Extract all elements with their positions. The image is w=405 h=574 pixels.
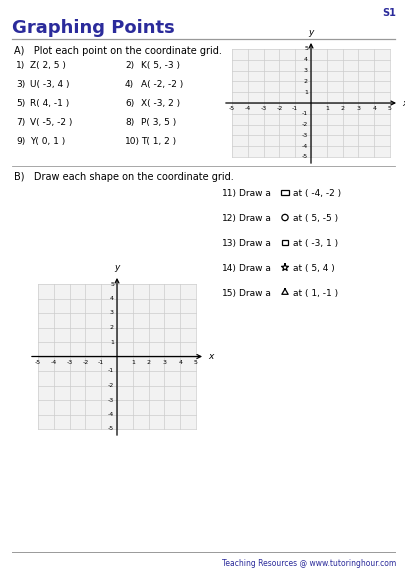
Text: 4: 4 xyxy=(178,359,182,364)
Text: P( 3, 5 ): P( 3, 5 ) xyxy=(141,118,176,127)
Text: -2: -2 xyxy=(108,383,114,388)
Text: Draw a: Draw a xyxy=(239,214,271,223)
Text: -4: -4 xyxy=(245,106,251,111)
Text: 15): 15) xyxy=(222,289,237,298)
Text: 5: 5 xyxy=(388,106,392,111)
Text: -5: -5 xyxy=(35,359,41,364)
Text: x: x xyxy=(208,352,213,361)
Bar xyxy=(282,239,288,246)
Text: 4: 4 xyxy=(304,57,308,63)
Text: 1: 1 xyxy=(325,106,329,111)
Text: 13): 13) xyxy=(222,239,237,248)
Text: 1: 1 xyxy=(110,339,114,344)
Bar xyxy=(281,190,289,195)
Text: -1: -1 xyxy=(302,111,308,117)
Text: S1: S1 xyxy=(382,8,396,18)
Text: Draw a: Draw a xyxy=(239,289,271,298)
Text: 9): 9) xyxy=(16,137,25,146)
Text: A( -2, -2 ): A( -2, -2 ) xyxy=(141,80,183,89)
Text: 3: 3 xyxy=(356,106,360,111)
Text: U( -3, 4 ): U( -3, 4 ) xyxy=(30,80,70,89)
Text: at ( 5, 4 ): at ( 5, 4 ) xyxy=(293,264,335,273)
Text: 8): 8) xyxy=(125,118,134,127)
Text: B)   Draw each shape on the coordinate grid.: B) Draw each shape on the coordinate gri… xyxy=(14,172,234,182)
Text: at ( -3, 1 ): at ( -3, 1 ) xyxy=(293,239,338,248)
Text: 4): 4) xyxy=(125,80,134,89)
Text: 1: 1 xyxy=(304,90,308,95)
Text: -5: -5 xyxy=(229,106,235,111)
Text: 5): 5) xyxy=(16,99,25,108)
Text: at ( 1, -1 ): at ( 1, -1 ) xyxy=(293,289,338,298)
Text: -4: -4 xyxy=(108,412,114,417)
Text: 3): 3) xyxy=(16,80,25,89)
Text: 2): 2) xyxy=(125,61,134,70)
Text: 11): 11) xyxy=(222,189,237,198)
Text: -5: -5 xyxy=(108,426,114,432)
Text: -2: -2 xyxy=(302,122,308,127)
Text: Teaching Resources @ www.tutoringhour.com: Teaching Resources @ www.tutoringhour.co… xyxy=(222,559,396,568)
Text: y: y xyxy=(308,28,314,37)
Text: -3: -3 xyxy=(302,133,308,138)
Text: 2: 2 xyxy=(341,106,345,111)
Text: Draw a: Draw a xyxy=(239,264,271,273)
Text: 1): 1) xyxy=(16,61,25,70)
Text: -2: -2 xyxy=(82,359,89,364)
Text: K( 5, -3 ): K( 5, -3 ) xyxy=(141,61,180,70)
Text: X( -3, 2 ): X( -3, 2 ) xyxy=(141,99,180,108)
Text: -1: -1 xyxy=(98,359,104,364)
Text: -4: -4 xyxy=(51,359,57,364)
Text: -3: -3 xyxy=(260,106,267,111)
Text: at ( -4, -2 ): at ( -4, -2 ) xyxy=(293,189,341,198)
Text: -5: -5 xyxy=(302,154,308,160)
Text: A)   Plot each point on the coordinate grid.: A) Plot each point on the coordinate gri… xyxy=(14,46,222,56)
Bar xyxy=(38,284,196,429)
Text: Draw a: Draw a xyxy=(239,189,271,198)
Text: -1: -1 xyxy=(108,369,114,374)
Text: 3: 3 xyxy=(162,359,166,364)
Text: 12): 12) xyxy=(222,214,237,223)
Text: at ( 5, -5 ): at ( 5, -5 ) xyxy=(293,214,338,223)
Text: Y( 0, 1 ): Y( 0, 1 ) xyxy=(30,137,65,146)
Text: -1: -1 xyxy=(292,106,298,111)
Text: 4: 4 xyxy=(372,106,376,111)
Text: Z( 2, 5 ): Z( 2, 5 ) xyxy=(30,61,66,70)
Text: 10): 10) xyxy=(125,137,140,146)
Text: y: y xyxy=(114,263,120,272)
Bar xyxy=(232,49,390,157)
Text: 2: 2 xyxy=(110,325,114,330)
Text: 7): 7) xyxy=(16,118,25,127)
Text: 14): 14) xyxy=(222,264,237,273)
Text: x: x xyxy=(402,99,405,107)
Text: Draw a: Draw a xyxy=(239,239,271,248)
Text: -3: -3 xyxy=(66,359,73,364)
Text: -2: -2 xyxy=(276,106,283,111)
Text: 3: 3 xyxy=(110,311,114,316)
Text: 5: 5 xyxy=(304,46,308,52)
Text: 4: 4 xyxy=(110,296,114,301)
Text: V( -5, -2 ): V( -5, -2 ) xyxy=(30,118,72,127)
Text: 1: 1 xyxy=(131,359,135,364)
Text: -4: -4 xyxy=(302,144,308,149)
Text: Graphing Points: Graphing Points xyxy=(12,19,175,37)
Text: 6): 6) xyxy=(125,99,134,108)
Text: T( 1, 2 ): T( 1, 2 ) xyxy=(141,137,176,146)
Text: 5: 5 xyxy=(194,359,198,364)
Text: 2: 2 xyxy=(304,79,308,84)
Text: 2: 2 xyxy=(147,359,151,364)
Text: 5: 5 xyxy=(110,281,114,286)
Text: -3: -3 xyxy=(108,398,114,402)
Text: 3: 3 xyxy=(304,68,308,73)
Text: R( 4, -1 ): R( 4, -1 ) xyxy=(30,99,69,108)
